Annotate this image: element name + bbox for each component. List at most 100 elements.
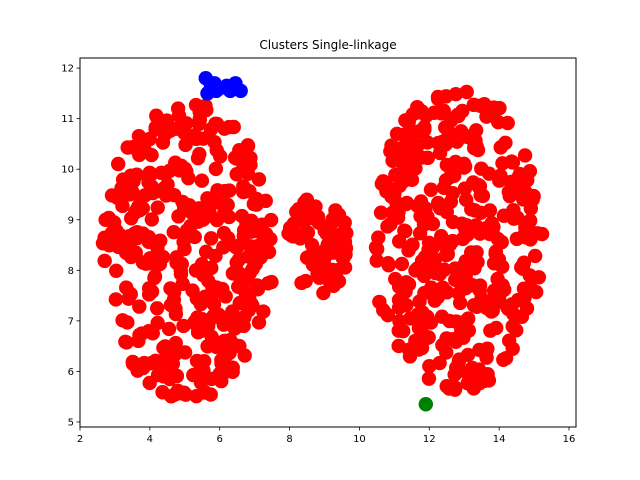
data-point-red — [209, 116, 225, 132]
data-point-red — [176, 201, 192, 216]
data-point-red — [434, 229, 449, 244]
data-point-red — [435, 337, 450, 353]
data-point-red — [466, 298, 482, 313]
data-point-red — [389, 195, 404, 210]
data-point-red — [203, 231, 219, 246]
data-point-red — [196, 268, 211, 283]
data-point-red — [531, 270, 547, 285]
data-point-red — [401, 112, 416, 128]
data-point-red — [522, 213, 538, 228]
data-point-red — [109, 263, 124, 279]
data-point-red — [264, 274, 279, 290]
data-point-red — [128, 168, 143, 183]
data-point-red — [143, 167, 159, 182]
data-point-red — [141, 287, 157, 302]
data-point-red — [196, 211, 212, 226]
data-point-red — [430, 91, 446, 107]
data-point-red — [297, 214, 312, 229]
data-point-red — [391, 338, 406, 354]
data-point-red — [111, 156, 126, 172]
data-point-red — [469, 245, 484, 260]
data-point-red — [333, 236, 348, 252]
data-point-red — [156, 340, 171, 356]
data-point-red — [436, 180, 452, 195]
data-point-red — [206, 308, 221, 324]
data-point-red — [311, 215, 326, 230]
data-point-red — [132, 327, 147, 343]
data-point-red — [448, 86, 464, 102]
data-point-red — [189, 131, 204, 147]
data-point-red — [481, 373, 497, 388]
data-point-red — [186, 367, 201, 383]
data-point-red — [419, 331, 434, 346]
data-point-red — [408, 333, 423, 349]
data-point-red — [511, 175, 526, 191]
data-point-red — [301, 249, 316, 265]
data-point-red — [284, 228, 299, 243]
data-point-red — [122, 187, 137, 202]
data-point-red — [489, 320, 504, 336]
data-point-red — [298, 273, 313, 289]
chart-title: Clusters Single-linkage — [259, 38, 396, 52]
data-point-red — [132, 147, 147, 163]
data-point-red — [163, 281, 178, 296]
data-point-red — [492, 100, 507, 116]
data-point-red — [439, 379, 454, 394]
data-point-red — [120, 315, 135, 330]
data-point-red — [209, 143, 224, 158]
data-point-red — [337, 260, 353, 275]
data-point-red — [459, 84, 474, 100]
data-point-red — [115, 172, 131, 187]
data-point-red — [401, 243, 416, 258]
data-point-red — [135, 201, 151, 216]
data-point-red — [465, 278, 480, 293]
data-point-red — [258, 193, 273, 209]
data-point-red — [455, 103, 470, 119]
data-point-red — [261, 232, 277, 248]
y-axis: 5 6 7 8 9 10 11 12 — [61, 64, 80, 428]
data-point-red — [208, 161, 224, 177]
data-point-red — [515, 261, 531, 276]
data-point-red — [523, 201, 539, 216]
data-point-red — [369, 253, 384, 268]
data-point-red — [491, 114, 506, 130]
data-point-red — [174, 158, 189, 174]
data-point-red — [167, 347, 183, 362]
data-point-red — [392, 313, 407, 329]
data-point-red — [495, 278, 510, 293]
data-point-red — [405, 127, 420, 142]
data-point-red — [494, 234, 509, 250]
data-point-red — [168, 335, 183, 351]
data-point-red — [421, 371, 437, 386]
data-point-red — [249, 278, 265, 293]
data-point-red — [251, 172, 267, 187]
data-point-red — [517, 148, 533, 163]
x-tick-label: 14 — [493, 434, 506, 445]
data-point-red — [159, 186, 174, 201]
data-point-red — [171, 108, 187, 123]
data-point-red — [498, 351, 514, 366]
data-point-red — [323, 275, 338, 291]
data-point-red — [481, 166, 497, 181]
data-point-red — [399, 298, 414, 313]
data-point-red — [225, 364, 240, 380]
data-point-red — [217, 205, 232, 220]
data-point-red — [517, 290, 532, 305]
data-point-red — [104, 188, 120, 203]
data-point-red — [466, 221, 482, 236]
data-point-red — [263, 212, 279, 228]
x-tick-label: 2 — [77, 434, 83, 445]
data-point-red — [447, 367, 462, 382]
data-point-red — [150, 200, 165, 215]
data-point-red — [239, 216, 254, 232]
data-point-red — [439, 285, 455, 300]
data-point-red — [159, 113, 175, 128]
data-point-red — [477, 97, 492, 112]
data-point-red — [189, 318, 204, 333]
data-point-red — [222, 345, 237, 361]
data-point-red — [442, 170, 458, 185]
y-tick-label: 6 — [68, 367, 74, 378]
data-point-red — [194, 256, 210, 272]
x-tick-label: 8 — [286, 434, 292, 445]
